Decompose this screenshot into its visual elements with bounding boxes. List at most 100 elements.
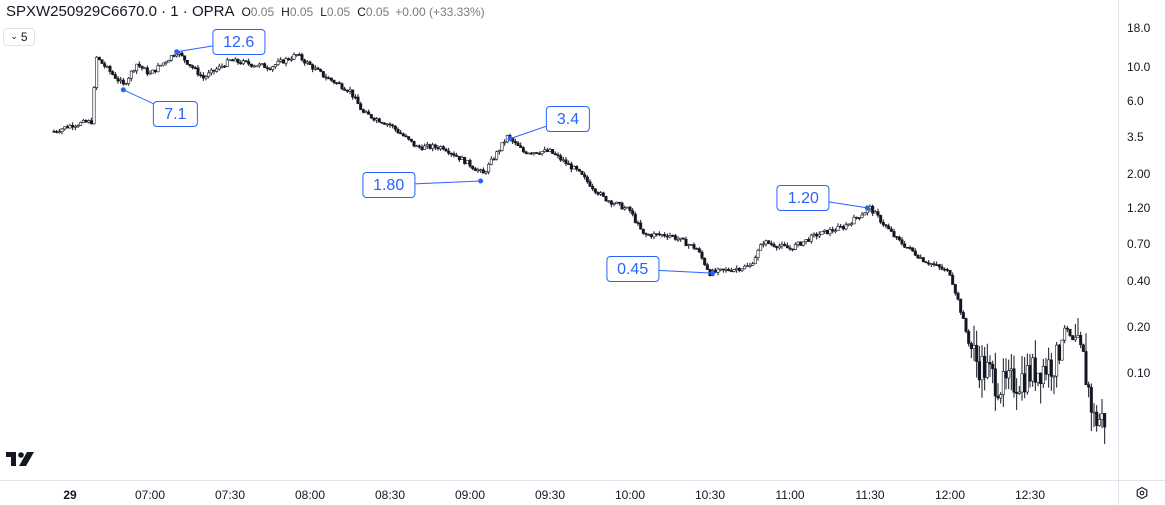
candle-body [1031, 357, 1035, 382]
time-axis[interactable]: 29 07:00 07:30 08:00 08:30 09:00 09:30 10:00 10:… [0, 480, 1118, 505]
candle-body [487, 164, 491, 173]
candle-body [993, 368, 997, 397]
candle-body [964, 318, 968, 332]
candle-body [871, 205, 875, 214]
candle-body [567, 163, 571, 165]
candle-body [321, 71, 325, 78]
price-axis[interactable]: 18.0 10.0 6.0 3.5 2.00 1.20 0.70 0.40 0.20 0.10 [1118, 0, 1165, 480]
candle-body [769, 243, 773, 245]
candle-body [471, 165, 475, 169]
candle-body [633, 213, 637, 223]
candle-body [895, 236, 899, 238]
candle-body [844, 224, 848, 230]
price-callout[interactable]: 0.45 [606, 256, 660, 283]
price-callout[interactable]: 1.20 [776, 184, 830, 211]
candle-body [353, 96, 357, 99]
candle-body [876, 211, 880, 216]
candle-body [396, 129, 400, 133]
candle-body [132, 70, 136, 73]
candle-body [719, 268, 723, 271]
candle-body [657, 233, 661, 236]
candle-body [1084, 351, 1088, 386]
time-tick-label: 12:00 [934, 488, 966, 502]
candle-body [233, 58, 237, 62]
candle-body [340, 83, 344, 90]
candle-body [807, 239, 811, 242]
candle-body [127, 77, 131, 84]
candle-body [188, 64, 192, 67]
price-tick-label: 10.0 [1127, 60, 1151, 75]
candle-body [183, 55, 187, 61]
candle-body [780, 243, 784, 247]
price-callout[interactable]: 3.4 [545, 105, 591, 132]
candle-body [151, 69, 155, 74]
candle-body [772, 243, 776, 247]
candle-body [535, 152, 539, 154]
axis-settings-button[interactable] [1118, 480, 1165, 505]
candle-body [393, 125, 397, 130]
candle-body [521, 147, 525, 153]
candle-body [1025, 365, 1029, 393]
candle-body [1089, 386, 1093, 413]
candle-body [281, 59, 285, 64]
candle-body [1009, 368, 1013, 371]
candle-body [441, 146, 445, 150]
interval-button[interactable]: ⌄ 5 [3, 28, 35, 46]
candle-body [809, 234, 813, 242]
candle-body [481, 169, 485, 174]
candle-body [967, 331, 971, 344]
candle-body [103, 63, 107, 67]
candle-body [84, 120, 88, 123]
candle-body [692, 244, 696, 249]
candle-body [631, 210, 635, 215]
chart-plot[interactable] [0, 0, 1118, 480]
candle-body [801, 241, 805, 246]
candle-body [1103, 413, 1107, 428]
candle-body [847, 223, 851, 226]
candle-body [540, 151, 544, 155]
candle-body [1020, 373, 1024, 393]
candle-body [63, 126, 67, 130]
candle-body [319, 69, 323, 72]
candle-body [791, 248, 795, 251]
time-tick-label: 10:30 [694, 488, 726, 502]
candle-body [996, 395, 1000, 399]
settings-icon [1136, 486, 1148, 500]
candle-body [903, 243, 907, 248]
candle-body [1055, 344, 1059, 377]
candle-body [1039, 372, 1043, 385]
price-callout[interactable]: 12.6 [212, 28, 266, 55]
candle-body [961, 312, 965, 319]
candle-body [793, 244, 797, 250]
candle-body [129, 70, 133, 79]
candle-body [316, 67, 320, 70]
candle-body [428, 144, 432, 149]
candle-body [252, 65, 256, 68]
candle-body [401, 133, 405, 137]
candle-body [455, 155, 459, 157]
candle-body [943, 268, 947, 271]
candle-body [703, 257, 707, 266]
candle-body [671, 235, 675, 237]
candle-body [404, 135, 408, 138]
candle-body [284, 58, 288, 64]
price-tick-label: 3.5 [1127, 129, 1144, 144]
candle-body [297, 54, 301, 56]
candle-body [729, 270, 733, 272]
candle-body [161, 62, 165, 66]
symbol-title[interactable]: SPXW250929C6670.0 · 1 · OPRA [6, 3, 235, 20]
candle-body [673, 235, 677, 240]
candle-body [137, 63, 141, 67]
price-callout[interactable]: 7.1 [153, 100, 198, 127]
candle-body [1044, 366, 1048, 375]
candle-body [172, 55, 176, 57]
candle-body [1100, 413, 1104, 420]
candle-body [228, 59, 232, 62]
candle-body [599, 192, 603, 195]
price-callout[interactable]: 1.80 [362, 171, 416, 198]
candle-body [313, 67, 317, 70]
candle-body [1092, 411, 1096, 414]
tradingview-logo-icon [6, 450, 38, 471]
candle-body [375, 118, 379, 121]
price-tick-label: 18.0 [1127, 21, 1151, 35]
